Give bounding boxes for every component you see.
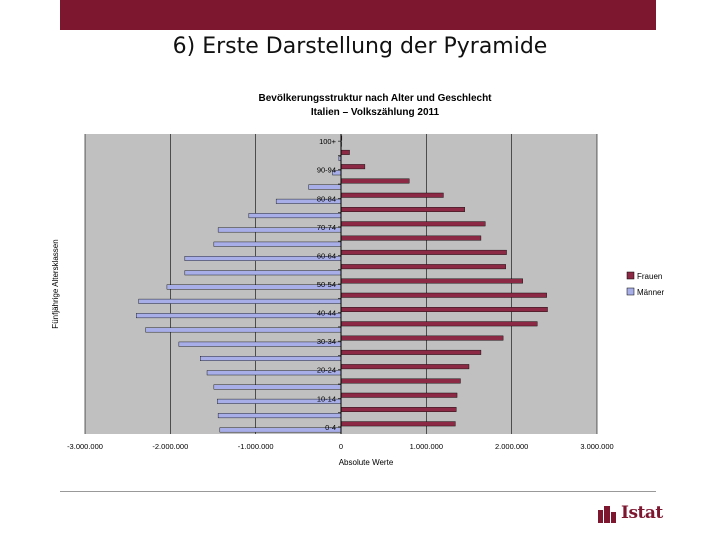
bar-frauen-5-9 [340,407,457,412]
legend-swatch-maenner [626,287,635,296]
y-tick-label: 60-64 [317,251,336,260]
bar-frauen-75-79 [340,207,465,212]
bar-maenner-0-4 [219,427,342,433]
bar-frauen-30-34 [340,335,504,341]
y-tick-label: 50-54 [317,280,336,289]
bar-maenner-45-49 [138,298,342,304]
chart-title: Bevölkerungsstruktur nach Alter und Gesc… [258,93,492,104]
bar-maenner-25-29 [199,356,342,361]
bar-frauen-60-64 [340,249,507,255]
bar-maenner-85-89 [308,184,342,190]
istat-logo: Istat [598,503,663,527]
y-tick-label: 90-94 [317,166,336,175]
y-tick-label: 70-74 [317,223,336,232]
x-tick-label: 0 [339,442,343,451]
bar-frauen-45-49 [340,292,547,298]
x-tick-label: -3.000.000 [67,442,103,451]
bar-frauen-20-24 [340,364,470,370]
bar-maenner-55-59 [184,270,342,276]
bar-frauen-10-14 [340,392,458,398]
y-tick-label: 0-4 [325,423,336,432]
bar-frauen-65-69 [340,235,482,241]
bar-frauen-85-89 [340,178,410,184]
bar-frauen-90-94 [340,164,366,170]
bar-frauen-25-29 [340,349,482,355]
bar-frauen-0-4 [340,421,456,427]
header-bar [60,0,656,30]
x-axis-label: Absolute Werte [339,458,394,467]
bar-frauen-40-44 [340,307,548,312]
bar-frauen-70-74 [340,221,486,227]
footer-divider [60,491,656,492]
legend-label-frauen: Frauen [637,272,662,281]
bar-frauen-55-59 [340,264,506,270]
bar-maenner-5-9 [217,413,342,419]
bar-frauen-95-99 [340,149,350,155]
chart-subtitle: Italien – Volkszählung 2011 [311,107,440,118]
y-tick-label: 30-34 [317,337,336,346]
x-tick-label: -1.000.000 [238,442,274,451]
legend-swatch-frauen [626,271,635,280]
legend: Frauen Männer [626,271,664,297]
istat-logo-icon [598,506,616,523]
y-tick-label: 80-84 [317,194,336,203]
x-tick-label: 2.000.000 [495,442,528,451]
bar-frauen-15-19 [340,378,461,384]
y-tick-label: 20-24 [317,366,336,375]
legend-label-maenner: Männer [637,288,664,297]
istat-logo-text: Istat [621,503,663,523]
bar-frauen-35-39 [340,321,538,327]
bar-maenner-35-39 [145,327,342,333]
y-tick-label: 10-14 [317,394,336,403]
bar-maenner-15-19 [213,384,342,390]
y-tick-label: 100+ [319,137,337,146]
x-tick-label: -2.000.000 [152,442,188,451]
bar-frauen-50-54 [340,278,523,284]
bar-maenner-50-54 [166,284,342,290]
y-axis-label: Fünfjährige Altersklassen [51,239,60,328]
bar-frauen-80-84 [340,192,444,198]
bar-maenner-40-44 [135,313,342,319]
bar-maenner-75-79 [248,213,342,219]
y-tick-label: 40-44 [317,309,336,318]
bar-maenner-65-69 [213,241,342,247]
slide-title: 6) Erste Darstellung der Pyramide [172,34,548,59]
x-tick-label: 3.000.000 [580,442,613,451]
x-tick-label: 1.000.000 [410,442,443,451]
